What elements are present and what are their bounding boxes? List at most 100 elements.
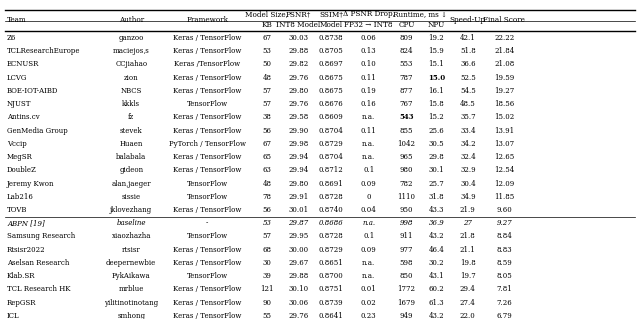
Text: 29.94: 29.94 [288,153,308,161]
Text: n.a.: n.a. [362,153,375,161]
Text: 68: 68 [262,246,271,254]
Text: Δ PSNR Drop,: Δ PSNR Drop, [342,10,395,18]
Text: 850: 850 [399,272,413,280]
Text: baseline: baseline [116,219,146,227]
Text: 65: 65 [262,153,271,161]
Text: RepGSR: RepGSR [7,299,36,307]
Text: 50: 50 [262,60,271,68]
Text: 949: 949 [399,312,413,319]
Text: 15.9: 15.9 [429,47,444,55]
Text: 19.2: 19.2 [429,34,444,42]
Text: Keras / TensorFlow: Keras / TensorFlow [173,166,241,174]
Text: DoubleZ: DoubleZ [7,166,37,174]
Text: MegSR: MegSR [7,153,33,161]
Text: 12.09: 12.09 [494,180,515,188]
Text: 57: 57 [262,87,271,95]
Text: 0.8729: 0.8729 [319,140,343,148]
Text: 53: 53 [262,219,271,227]
Text: jklovezhang: jklovezhang [110,206,152,214]
Text: 0.06: 0.06 [361,34,376,42]
Text: Keras / TensorFlow: Keras / TensorFlow [173,127,241,135]
Text: alanˌjaeger: alanˌjaeger [111,180,151,188]
Text: mrblue: mrblue [118,286,144,293]
Text: 56: 56 [262,127,271,135]
Text: TensorFlow: TensorFlow [187,233,228,241]
Text: 0.16: 0.16 [361,100,376,108]
Text: 29.80: 29.80 [288,180,308,188]
Text: 67: 67 [262,34,271,42]
Text: 7.26: 7.26 [497,299,512,307]
Text: 543: 543 [399,113,413,121]
Text: 36.6: 36.6 [460,60,476,68]
Text: 0.13: 0.13 [361,47,376,55]
Text: 7.81: 7.81 [497,286,512,293]
Text: 29.88: 29.88 [288,272,308,280]
Text: 29.76: 29.76 [288,74,308,82]
Text: 51.8: 51.8 [460,47,476,55]
Text: 0.8738: 0.8738 [319,34,343,42]
Text: stevek: stevek [120,127,143,135]
Text: FP32 → INT8: FP32 → INT8 [344,21,393,29]
Text: Model Size,: Model Size, [246,10,288,18]
Text: sissie: sissie [122,193,141,201]
Text: 63: 63 [262,166,271,174]
Text: 30.06: 30.06 [288,299,308,307]
Text: Keras / TensorFlow: Keras / TensorFlow [173,246,241,254]
Text: 0.23: 0.23 [361,312,376,319]
Text: 46.4: 46.4 [429,246,444,254]
Text: NJUST: NJUST [7,100,31,108]
Text: TensorFlow: TensorFlow [187,272,228,280]
Text: Keras / TensorFlow: Keras / TensorFlow [173,87,241,95]
Text: -: - [206,219,209,227]
Text: 19.59: 19.59 [494,74,515,82]
Text: 0.8704: 0.8704 [319,153,343,161]
Text: Z6: Z6 [7,34,17,42]
Text: 43.1: 43.1 [429,272,444,280]
Text: 29.94: 29.94 [288,166,308,174]
Text: 21.84: 21.84 [494,47,515,55]
Text: 553: 553 [400,60,413,68]
Text: 0.8651: 0.8651 [319,259,343,267]
Text: 29.88: 29.88 [288,47,308,55]
Text: 0.11: 0.11 [361,127,376,135]
Text: 34.9: 34.9 [460,193,476,201]
Text: Keras / TensorFlow: Keras / TensorFlow [173,47,241,55]
Text: 29.95: 29.95 [288,233,308,241]
Text: GenMedia Group: GenMedia Group [7,127,68,135]
Text: 22.0: 22.0 [460,312,476,319]
Text: 824: 824 [399,47,413,55]
Text: ganzoo: ganzoo [118,34,144,42]
Text: 30.10: 30.10 [288,286,308,293]
Text: SSIM†: SSIM† [319,10,343,18]
Text: 56: 56 [262,206,271,214]
Text: 1110: 1110 [397,193,415,201]
Text: 855: 855 [399,127,413,135]
Text: n.a.: n.a. [362,140,375,148]
Text: Keras / TensorFlow: Keras / TensorFlow [173,286,241,293]
Text: 11.85: 11.85 [494,193,515,201]
Text: 61.3: 61.3 [429,299,444,307]
Text: 27: 27 [463,219,472,227]
Text: ECNUSR: ECNUSR [7,60,40,68]
Text: 782: 782 [399,180,413,188]
Text: Aselsan Research: Aselsan Research [7,259,69,267]
Text: 30.1: 30.1 [429,166,444,174]
Text: 12.54: 12.54 [494,166,515,174]
Text: 90: 90 [262,299,271,307]
Text: 121: 121 [260,286,274,293]
Text: 21.1: 21.1 [460,246,476,254]
Text: 0.09: 0.09 [361,180,376,188]
Text: 0.8691: 0.8691 [319,180,343,188]
Text: 39: 39 [262,272,271,280]
Text: 67: 67 [262,140,271,148]
Text: TCLResearchEurope: TCLResearchEurope [7,47,81,55]
Text: 12.65: 12.65 [494,153,515,161]
Text: 18.56: 18.56 [494,100,515,108]
Text: Samsung Research: Samsung Research [7,233,76,241]
Text: NBCS: NBCS [120,87,142,95]
Text: 43.2: 43.2 [429,233,444,241]
Text: 0.04: 0.04 [361,206,376,214]
Text: 31.8: 31.8 [429,193,444,201]
Text: 0.8728: 0.8728 [319,193,343,201]
Text: 0.09: 0.09 [361,246,376,254]
